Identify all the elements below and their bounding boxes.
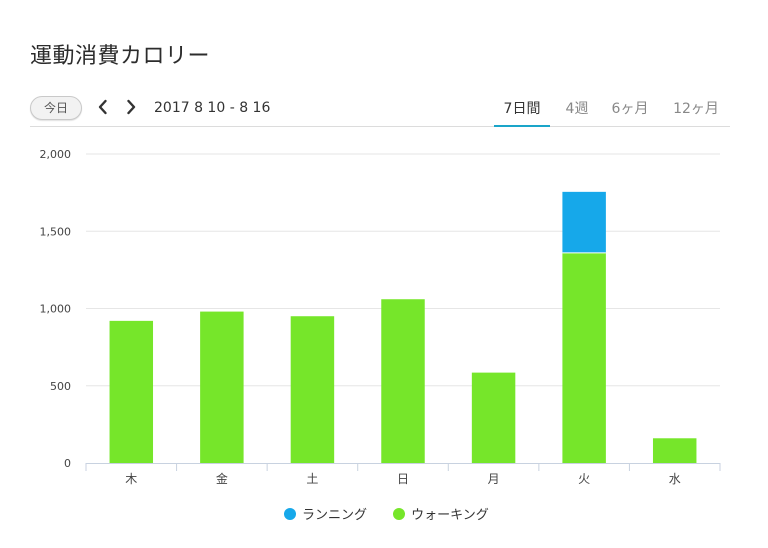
legend-item-running[interactable]: ランニング bbox=[284, 504, 367, 523]
calorie-bar-chart: 0 500 1,000 1,500 2,000 木 金 土 日 月 火 水 bbox=[40, 148, 721, 486]
y-tick-label: 2,000 bbox=[40, 148, 72, 161]
bar bbox=[381, 299, 425, 463]
bar bbox=[562, 252, 606, 463]
x-tick-label: 日 bbox=[397, 472, 409, 486]
y-tick-label: 1,500 bbox=[40, 225, 72, 238]
tab-7-days[interactable]: 7日間 bbox=[494, 98, 550, 127]
y-tick-label: 500 bbox=[50, 380, 71, 393]
bar bbox=[109, 320, 154, 463]
legend-item-walking[interactable]: ウォーキング bbox=[393, 504, 489, 523]
legend-dot-walking bbox=[393, 508, 406, 520]
chart-legend: ランニング ウォーキング bbox=[284, 504, 511, 524]
bar bbox=[200, 311, 244, 463]
page-title: 運動消費カロリー bbox=[30, 44, 211, 69]
date-range-label: 2017 8 10 - 8 16 bbox=[154, 100, 271, 116]
bar bbox=[652, 438, 697, 463]
today-button[interactable]: 今日 bbox=[30, 96, 82, 120]
legend-label-running: ランニング bbox=[302, 508, 368, 523]
x-tick-label: 火 bbox=[578, 472, 590, 486]
x-tick-label: 木 bbox=[125, 472, 137, 486]
tab-12-months[interactable]: 12ヶ月 bbox=[673, 101, 719, 117]
x-tick-label: 金 bbox=[216, 471, 228, 486]
bar bbox=[562, 191, 606, 253]
bar bbox=[471, 372, 516, 463]
x-tick-label: 水 bbox=[669, 472, 681, 486]
x-tick-label: 月 bbox=[488, 472, 500, 486]
toolbar: 今日 2017 8 10 - 8 16 7日間 4週 6ヶ月 12ヶ月 bbox=[30, 94, 730, 127]
chevron-right-icon[interactable] bbox=[124, 98, 138, 116]
y-tick-label: 0 bbox=[64, 457, 71, 470]
chevron-left-icon[interactable] bbox=[96, 98, 110, 116]
legend-dot-running bbox=[284, 508, 296, 520]
bar bbox=[290, 316, 335, 463]
tab-6-months[interactable]: 6ヶ月 bbox=[611, 101, 649, 117]
x-tick-label: 土 bbox=[306, 472, 318, 486]
y-tick-label: 1,000 bbox=[40, 303, 72, 316]
tab-4-weeks[interactable]: 4週 bbox=[565, 101, 589, 117]
legend-label-walking: ウォーキング bbox=[411, 508, 489, 523]
